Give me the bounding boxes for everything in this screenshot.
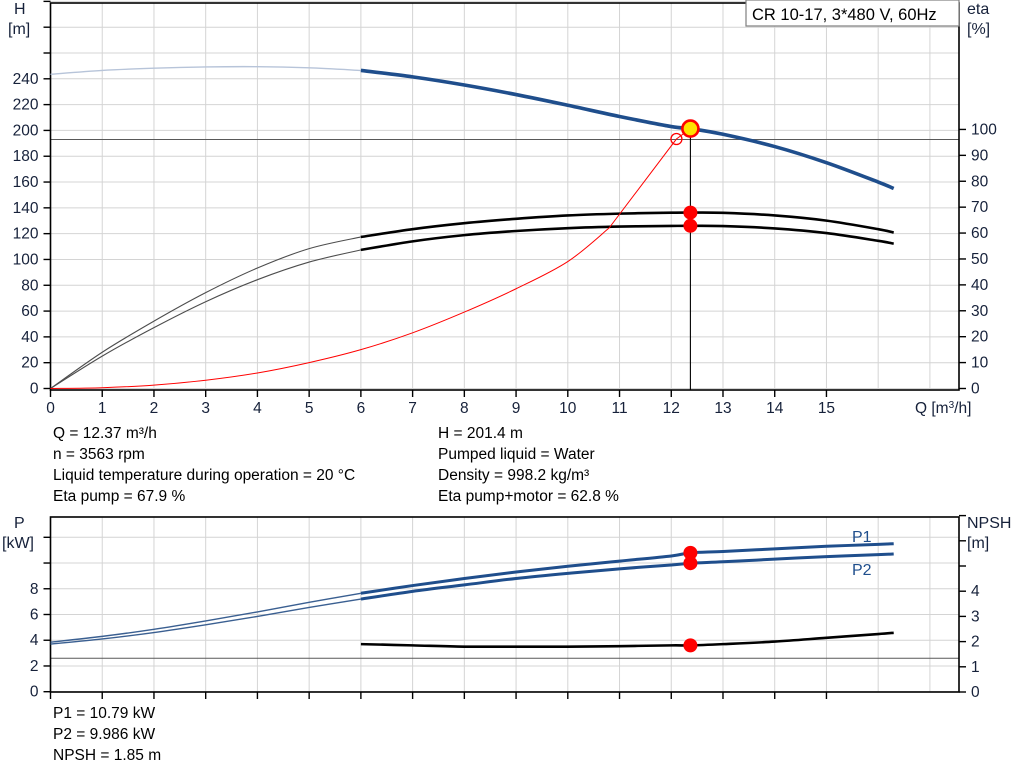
svg-text:8: 8 bbox=[30, 581, 39, 598]
svg-text:6: 6 bbox=[30, 607, 39, 624]
svg-text:3: 3 bbox=[971, 608, 980, 625]
svg-text:0: 0 bbox=[971, 684, 980, 701]
svg-text:[m]: [m] bbox=[967, 535, 989, 552]
svg-text:P: P bbox=[14, 515, 25, 532]
svg-text:P1: P1 bbox=[852, 529, 872, 546]
svg-text:4: 4 bbox=[30, 632, 39, 649]
svg-text:0: 0 bbox=[30, 684, 39, 701]
svg-text:2: 2 bbox=[971, 634, 980, 651]
svg-text:[kW]: [kW] bbox=[2, 535, 34, 552]
svg-text:NPSH: NPSH bbox=[967, 515, 1011, 532]
svg-text:1: 1 bbox=[971, 659, 980, 676]
svg-text:P2: P2 bbox=[852, 562, 872, 579]
svg-text:4: 4 bbox=[971, 583, 980, 600]
svg-text:2: 2 bbox=[30, 658, 39, 675]
